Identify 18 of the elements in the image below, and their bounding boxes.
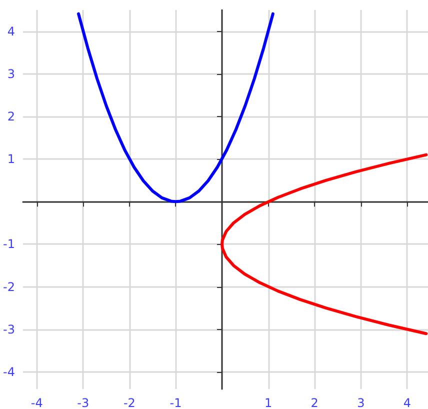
- x-tick-label: -1: [170, 396, 182, 409]
- line-series: [220, 153, 428, 336]
- y-tick-label: -4: [2, 364, 15, 379]
- y-tick-label: 3: [7, 66, 15, 81]
- x-tick-label: -2: [123, 396, 136, 409]
- line-series: [77, 12, 274, 204]
- y-tick-label: 1: [7, 152, 15, 166]
- y-tick-label: 2: [7, 109, 15, 124]
- x-tick-label: 3: [357, 396, 365, 409]
- x-tick-label: -4: [30, 396, 43, 409]
- x-tick-label: -3: [77, 396, 90, 409]
- y-tick-label: -1: [2, 237, 15, 252]
- x-tick-label: 4: [403, 396, 411, 409]
- y-tick-label: -3: [2, 322, 15, 336]
- x-tick-label: 2: [310, 396, 318, 409]
- y-tick-label: 4: [7, 24, 15, 38]
- y-tick-label: -2: [2, 280, 15, 294]
- x-tick-label: 1: [264, 396, 272, 409]
